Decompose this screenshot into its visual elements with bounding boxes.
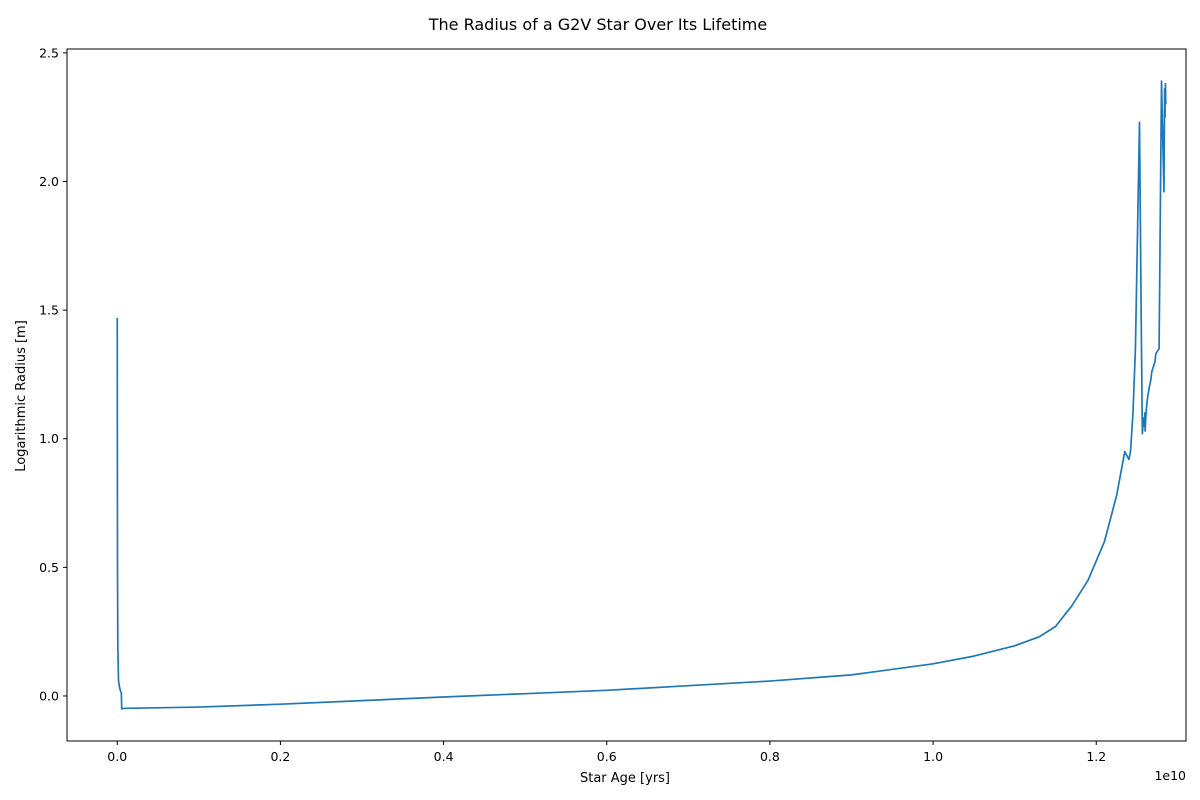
x-tick-label: 0.2 bbox=[270, 749, 290, 764]
y-tick-label: 0.5 bbox=[39, 560, 59, 575]
y-axis-label: Logarithmic Radius [m] bbox=[14, 320, 29, 472]
x-axis-label: Star Age [yrs] bbox=[580, 771, 670, 786]
x-tick-label: 0.0 bbox=[107, 749, 127, 764]
x-axis-offset-label: 1e10 bbox=[1154, 768, 1186, 783]
x-tick-label: 0.8 bbox=[760, 749, 780, 764]
y-tick-label: 2.5 bbox=[39, 45, 59, 60]
chart-title: The Radius of a G2V Star Over Its Lifeti… bbox=[428, 15, 767, 34]
y-tick-label: 1.0 bbox=[39, 431, 59, 446]
series-line bbox=[116, 80, 1167, 710]
x-tick-label: 1.2 bbox=[1086, 749, 1106, 764]
x-tick-label: 0.4 bbox=[434, 749, 454, 764]
axis-ticks: 0.0 0.2 0.4 0.6 0.8 1.0 1.2 0.0 0.5 1.0 1.5 2.0 2.5 bbox=[39, 45, 1106, 764]
plot-frame bbox=[66, 48, 1187, 742]
y-tick-label: 1.5 bbox=[39, 303, 59, 318]
y-tick-label: 2.0 bbox=[39, 174, 59, 189]
x-tick-label: 1.0 bbox=[923, 749, 943, 764]
x-tick-label: 0.6 bbox=[597, 749, 617, 764]
y-tick-label: 0.0 bbox=[39, 688, 59, 703]
